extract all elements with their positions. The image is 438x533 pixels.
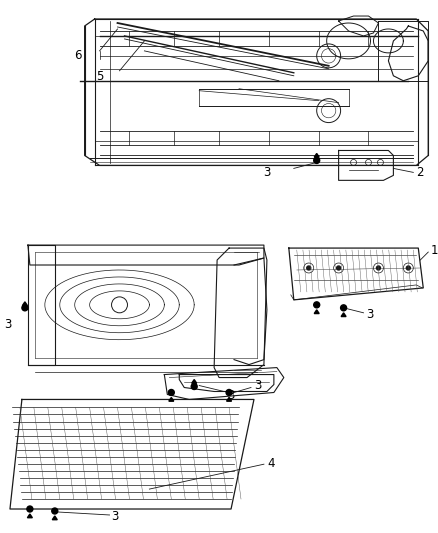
Circle shape <box>226 390 232 395</box>
Text: 3: 3 <box>263 166 271 179</box>
Text: 6: 6 <box>74 50 81 62</box>
Circle shape <box>191 384 197 390</box>
Circle shape <box>168 390 174 395</box>
Polygon shape <box>314 154 319 157</box>
Circle shape <box>27 506 33 512</box>
Polygon shape <box>28 514 32 518</box>
Text: 3: 3 <box>254 379 261 392</box>
Polygon shape <box>341 313 346 317</box>
Circle shape <box>314 157 320 164</box>
Text: 1: 1 <box>430 244 438 256</box>
Polygon shape <box>22 302 28 305</box>
Circle shape <box>341 305 346 311</box>
Polygon shape <box>192 379 197 383</box>
Polygon shape <box>314 310 319 313</box>
Circle shape <box>314 302 320 308</box>
Circle shape <box>406 266 410 270</box>
Text: 5: 5 <box>96 70 103 83</box>
Circle shape <box>22 305 28 311</box>
Polygon shape <box>52 516 57 520</box>
Circle shape <box>376 266 381 270</box>
Text: 3: 3 <box>112 511 119 523</box>
Circle shape <box>337 266 341 270</box>
Text: 3: 3 <box>4 318 12 332</box>
Text: 2: 2 <box>416 166 424 179</box>
Polygon shape <box>169 398 174 401</box>
Text: 3: 3 <box>367 308 374 321</box>
Circle shape <box>52 508 58 514</box>
Polygon shape <box>226 398 232 401</box>
Circle shape <box>307 266 311 270</box>
Text: 4: 4 <box>267 457 275 470</box>
Text: 3: 3 <box>227 389 234 402</box>
